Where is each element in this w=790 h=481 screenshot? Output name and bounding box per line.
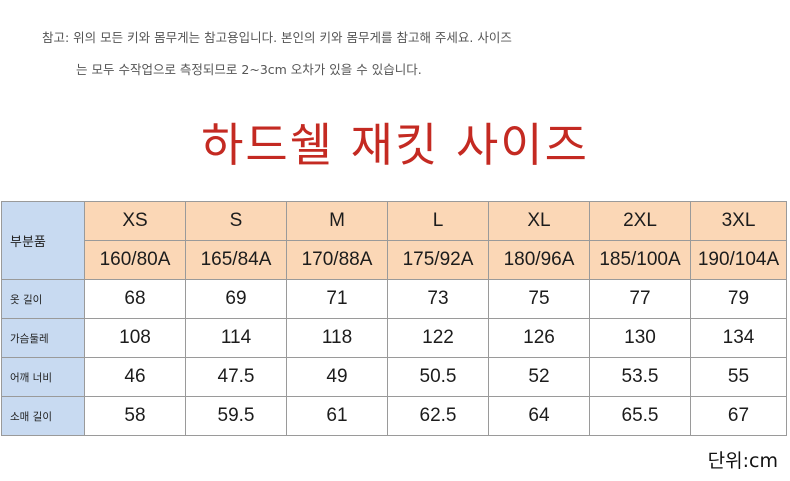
value-cell: 79	[690, 279, 787, 319]
value-cell: 122	[387, 318, 489, 358]
value-cell: 134	[690, 318, 787, 358]
value-cell: 69	[185, 279, 287, 319]
value-cell: 118	[286, 318, 388, 358]
size-note-line-2: 는 모두 수작업으로 측정되므로 2~3cm 오차가 있을 수 있습니다.	[76, 62, 422, 77]
size-cell: XL	[488, 201, 590, 241]
size-note-line-1: 참고: 위의 모든 키와 몸무게는 참고용입니다. 본인의 키와 몸무게를 참고…	[42, 30, 512, 45]
size-cell: 2XL	[589, 201, 691, 241]
body-type-cell: 160/80A	[84, 240, 186, 280]
size-header-row: 부분품 XS S M L XL 2XL 3XL	[1, 201, 787, 280]
size-cell: L	[387, 201, 489, 241]
value-cell: 53.5	[589, 357, 691, 397]
value-cell: 77	[589, 279, 691, 319]
value-cell: 49	[286, 357, 388, 397]
page-title: 하드쉘 재킷 사이즈	[201, 118, 589, 172]
value-cell: 73	[387, 279, 489, 319]
body-type-cell: 190/104A	[690, 240, 787, 280]
row-label: 어깨 너비	[1, 357, 85, 397]
size-note: 참고: 위의 모든 키와 몸무게는 참고용입니다. 본인의 키와 몸무게를 참고…	[42, 22, 602, 86]
value-cell: 75	[488, 279, 590, 319]
value-cell: 130	[589, 318, 691, 358]
value-cell: 114	[185, 318, 287, 358]
value-cell: 61	[286, 396, 388, 436]
size-cell: 3XL	[690, 201, 787, 241]
unit-label: 단위:cm	[707, 450, 778, 472]
value-cell: 65.5	[589, 396, 691, 436]
body-type-cell: 185/100A	[589, 240, 691, 280]
size-cell: M	[286, 201, 388, 241]
corner-label: 부분품	[1, 201, 85, 280]
table-row: 가슴둘레 108 114 118 122 126 130 134	[1, 318, 787, 358]
value-cell: 126	[488, 318, 590, 358]
table-row: 소매 길이 58 59.5 61 62.5 64 65.5 67	[1, 396, 787, 436]
row-label: 소매 길이	[1, 396, 85, 436]
value-cell: 64	[488, 396, 590, 436]
value-cell: 67	[690, 396, 787, 436]
body-type-row: 160/80A 165/84A 170/88A 175/92A 180/96A …	[2, 240, 787, 280]
value-cell: 55	[690, 357, 787, 397]
body-type-cell: 165/84A	[185, 240, 287, 280]
value-cell: 62.5	[387, 396, 489, 436]
size-cell: S	[185, 201, 287, 241]
value-cell: 59.5	[185, 396, 287, 436]
table-row: 옷 길이 68 69 71 73 75 77 79	[1, 279, 787, 319]
value-cell: 50.5	[387, 357, 489, 397]
row-label: 옷 길이	[1, 279, 85, 319]
value-cell: 68	[84, 279, 186, 319]
body-type-cell: 170/88A	[286, 240, 388, 280]
value-cell: 52	[488, 357, 590, 397]
table-row: 어깨 너비 46 47.5 49 50.5 52 53.5 55	[1, 357, 787, 397]
body-type-cell: 180/96A	[488, 240, 590, 280]
row-label: 가슴둘레	[1, 318, 85, 358]
value-cell: 71	[286, 279, 388, 319]
value-cell: 46	[84, 357, 186, 397]
value-cell: 58	[84, 396, 186, 436]
value-cell: 108	[84, 318, 186, 358]
value-cell: 47.5	[185, 357, 287, 397]
size-cell: XS	[84, 201, 186, 241]
body-type-cell: 175/92A	[387, 240, 489, 280]
size-chart-table: 부분품 XS S M L XL 2XL 3XL 160/80A 165/84A …	[1, 201, 787, 436]
